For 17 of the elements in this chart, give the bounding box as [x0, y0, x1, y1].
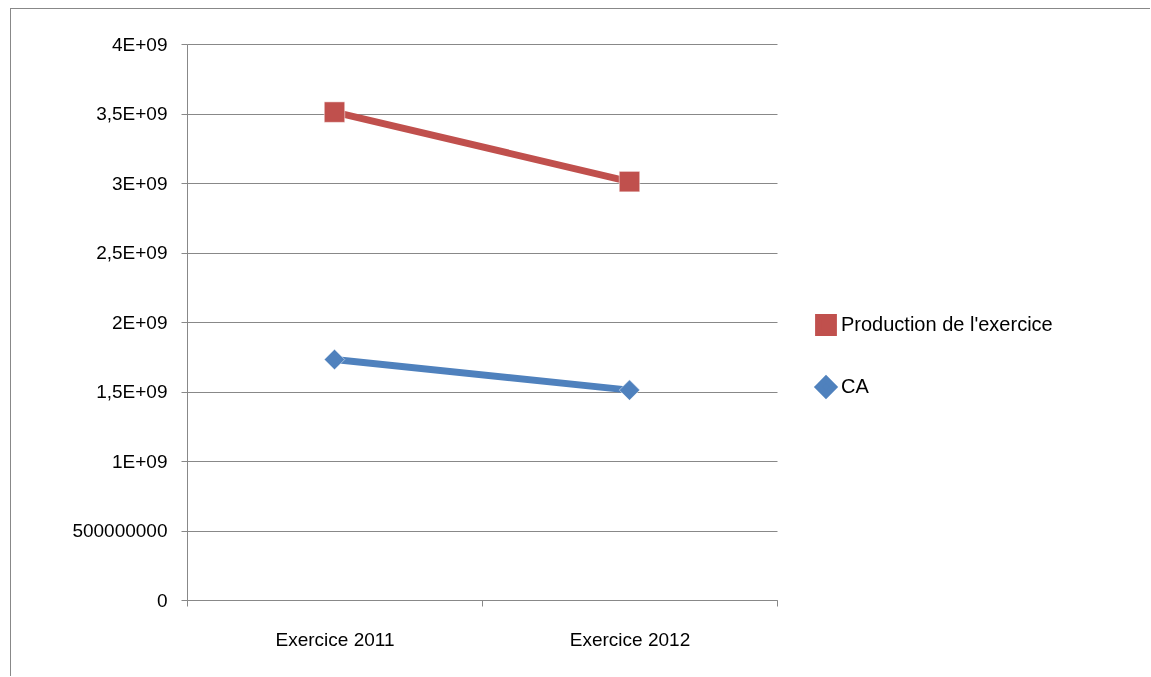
point [324, 349, 345, 371]
y-tick-label: 2,5E+09 [96, 242, 168, 263]
y-tick-label: 2E+09 [112, 311, 168, 333]
y-tick-label: 1E+09 [112, 450, 168, 472]
y-tick-label: 500000000 [72, 520, 168, 541]
y-tick-label: 3E+09 [112, 172, 168, 194]
point [619, 379, 640, 401]
x-tick-label: Exercice 2012 [569, 628, 691, 650]
y-tick-label: 3,5E+09 [96, 103, 168, 124]
y-tick-label: 4E+09 [112, 33, 168, 55]
x-tick-label: Exercice 2011 [275, 628, 395, 650]
legend-label: Production de l'exercice [841, 313, 1053, 335]
point [619, 171, 640, 193]
point [324, 101, 345, 123]
legend-label: CA [841, 375, 870, 397]
y-tick-label: 1,5E+09 [96, 381, 168, 402]
y-tick-label: 0 [156, 589, 168, 611]
